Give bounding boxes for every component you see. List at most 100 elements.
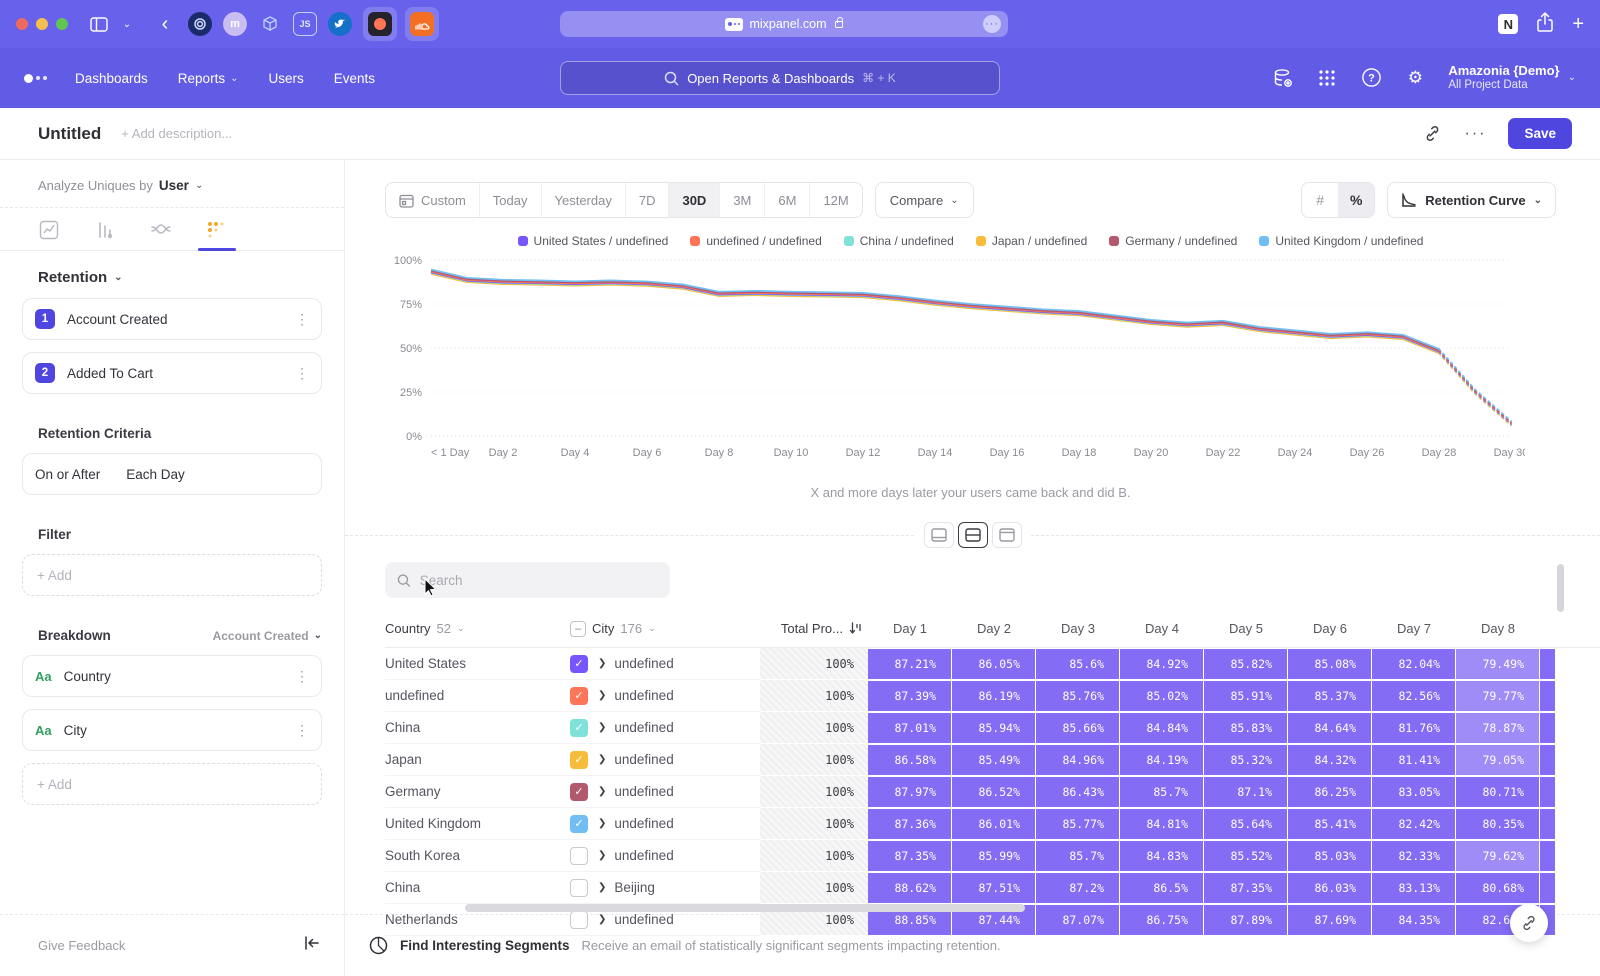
retention-value-cell[interactable]: 86.52%	[952, 776, 1036, 808]
table-search[interactable]	[385, 562, 670, 598]
app-icon-patreon[interactable]	[363, 7, 397, 41]
tab-flows[interactable]	[138, 220, 184, 250]
retention-value-cell[interactable]: 88.62%	[868, 872, 952, 904]
legend-item[interactable]: China / undefined	[844, 234, 954, 248]
retention-value-cell[interactable]: 86.03%	[1288, 872, 1372, 904]
apps-grid-icon[interactable]	[1316, 67, 1338, 89]
share-icon[interactable]	[1536, 12, 1554, 37]
retention-value-cell[interactable]: 85.99%	[952, 840, 1036, 872]
tab-insights[interactable]	[26, 220, 72, 250]
column-day-5[interactable]: Day 5	[1204, 621, 1288, 636]
legend-item[interactable]: Japan / undefined	[976, 234, 1087, 248]
retention-value-cell[interactable]: 84.92%	[1120, 648, 1204, 680]
retention-value-cell[interactable]: 85.91%	[1204, 680, 1288, 712]
vertical-scrollbar[interactable]	[1557, 564, 1564, 612]
retention-value-cell[interactable]: 87.21%	[868, 648, 952, 680]
table-only-view-icon[interactable]	[992, 522, 1022, 548]
retention-value-cell[interactable]: 85.76%	[1036, 680, 1120, 712]
retention-value-cell[interactable]: 86.75%	[1120, 904, 1204, 936]
report-title[interactable]: Untitled	[38, 124, 101, 144]
range-7d[interactable]: 7D	[626, 183, 670, 217]
add-breakdown-button[interactable]: + Add	[22, 763, 322, 805]
retention-value-cell[interactable]: 82.42%	[1372, 808, 1456, 840]
select-all-checkbox[interactable]: –	[570, 621, 586, 637]
retention-value-cell[interactable]: 87.1%	[1204, 776, 1288, 808]
row-checkbox[interactable]: ✓	[570, 687, 588, 705]
app-icon-cube[interactable]	[258, 12, 282, 36]
row-checkbox[interactable]: ✓	[570, 751, 588, 769]
more-options-icon[interactable]: ···	[1464, 125, 1486, 143]
kebab-menu-icon[interactable]: ⋮	[295, 365, 309, 382]
row-checkbox[interactable]: ✓	[570, 719, 588, 737]
retention-value-cell[interactable]: 87.35%	[1204, 872, 1288, 904]
criteria-mode[interactable]: On or After	[35, 467, 100, 482]
kebab-menu-icon[interactable]: ⋮	[295, 311, 309, 328]
retention-value-cell[interactable]: 84.83%	[1120, 840, 1204, 872]
absolute-numbers-toggle[interactable]: #	[1302, 183, 1338, 217]
address-more-icon[interactable]: ···	[983, 15, 1001, 33]
retention-value-cell[interactable]: 87.35%	[868, 840, 952, 872]
retention-value-cell[interactable]: 87.39%	[868, 680, 952, 712]
breakdown-card-country[interactable]: Aa Country ⋮	[22, 655, 322, 697]
expand-row-icon[interactable]: ❯	[598, 690, 606, 701]
column-day-7[interactable]: Day 7	[1372, 621, 1456, 636]
retention-value-cell[interactable]: 85.03%	[1288, 840, 1372, 872]
criteria-card[interactable]: On or After Each Day	[22, 453, 322, 495]
legend-item[interactable]: Germany / undefined	[1109, 234, 1237, 248]
app-icon-avatar[interactable]: m	[223, 12, 247, 36]
expand-row-icon[interactable]: ❯	[598, 818, 606, 829]
retention-value-cell[interactable]: 80.71%	[1456, 776, 1540, 808]
step-card-2[interactable]: 2 Added To Cart ⋮	[22, 352, 322, 394]
retention-value-cell[interactable]: 86.01%	[952, 808, 1036, 840]
retention-value-cell[interactable]: 86.25%	[1288, 776, 1372, 808]
global-search[interactable]: Open Reports & Dashboards ⌘ + K	[560, 61, 1000, 95]
retention-value-cell[interactable]: 86.05%	[952, 648, 1036, 680]
retention-value-cell[interactable]: 81.41%	[1372, 744, 1456, 776]
retention-value-cell[interactable]: 86.58%	[868, 744, 952, 776]
column-day-3[interactable]: Day 3	[1036, 621, 1120, 636]
chart-only-view-icon[interactable]	[924, 522, 954, 548]
breakdown-card-city[interactable]: Aa City ⋮	[22, 709, 322, 751]
retention-value-cell[interactable]: 79.05%	[1456, 744, 1540, 776]
retention-value-cell[interactable]: 87.2%	[1036, 872, 1120, 904]
add-filter-button[interactable]: + Add	[22, 554, 322, 596]
retention-value-cell[interactable]: 85.02%	[1120, 680, 1204, 712]
retention-value-cell[interactable]: 85.82%	[1204, 648, 1288, 680]
retention-value-cell[interactable]: 85.6%	[1036, 648, 1120, 680]
step-card-1[interactable]: 1 Account Created ⋮	[22, 298, 322, 340]
tab-overview-chevron-icon[interactable]: ⌄	[120, 11, 134, 37]
retention-value-cell[interactable]: 84.35%	[1372, 904, 1456, 936]
retention-value-cell[interactable]: 87.69%	[1288, 904, 1372, 936]
legend-item[interactable]: United States / undefined	[518, 234, 669, 248]
app-icon-js[interactable]: JS	[293, 12, 317, 36]
range-30d[interactable]: 30D	[669, 183, 720, 217]
expand-row-icon[interactable]: ❯	[598, 786, 606, 797]
tab-funnels[interactable]	[82, 220, 128, 250]
retention-value-cell[interactable]: 84.84%	[1120, 712, 1204, 744]
percent-toggle[interactable]: %	[1338, 183, 1374, 217]
nav-events[interactable]: Events	[334, 71, 375, 86]
retention-value-cell[interactable]: 85.32%	[1204, 744, 1288, 776]
retention-value-cell[interactable]: 87.36%	[868, 808, 952, 840]
help-icon[interactable]: ?	[1360, 67, 1382, 89]
row-checkbox[interactable]: ✓	[570, 815, 588, 833]
add-description[interactable]: + Add description...	[121, 126, 232, 141]
range-6m[interactable]: 6M	[765, 183, 810, 217]
legend-item[interactable]: undefined / undefined	[690, 234, 821, 248]
segments-title[interactable]: Find Interesting Segments	[400, 938, 570, 953]
retention-value-cell[interactable]: 86.19%	[952, 680, 1036, 712]
retention-value-cell[interactable]: 87.89%	[1204, 904, 1288, 936]
retention-value-cell[interactable]: 82.56%	[1372, 680, 1456, 712]
back-icon[interactable]: ‹	[152, 11, 178, 37]
range-today[interactable]: Today	[480, 183, 542, 217]
retention-value-cell[interactable]: 86.5%	[1120, 872, 1204, 904]
retention-value-cell[interactable]: 79.77%	[1456, 680, 1540, 712]
chart-type-selector[interactable]: Retention Curve ⌄	[1387, 182, 1556, 218]
retention-value-cell[interactable]: 84.19%	[1120, 744, 1204, 776]
app-icon-ring[interactable]	[188, 12, 212, 36]
expand-row-icon[interactable]: ❯	[598, 754, 606, 765]
nav-users[interactable]: Users	[268, 71, 303, 86]
row-checkbox[interactable]: ✓	[570, 655, 588, 673]
retention-value-cell[interactable]: 85.37%	[1288, 680, 1372, 712]
retention-value-cell[interactable]: 87.01%	[868, 712, 952, 744]
